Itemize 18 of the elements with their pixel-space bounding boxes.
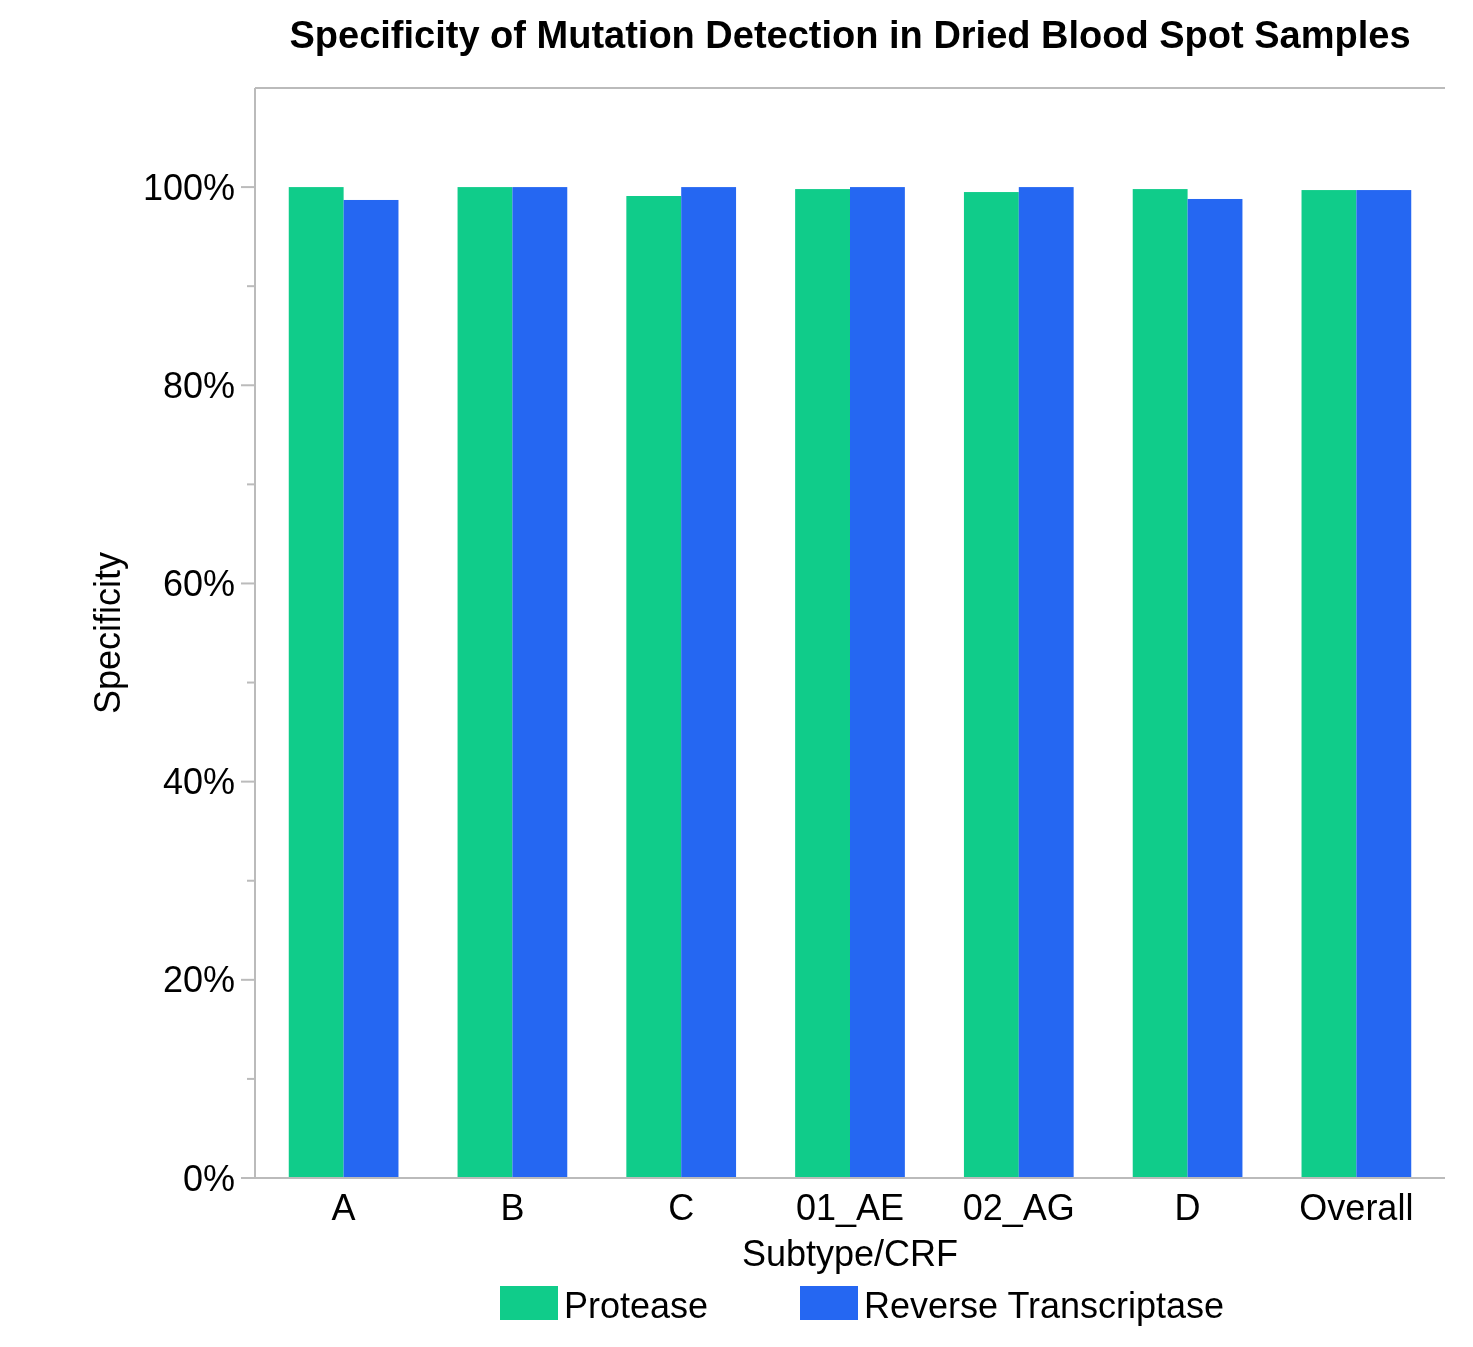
x-tick-label: A [331,1187,356,1228]
y-tick-label: 40% [162,761,235,803]
y-tick-label: 80% [162,364,235,406]
x-tick-label: 01_AE [795,1187,905,1228]
y-tick-label: 60% [162,563,235,605]
x-tick-label: 02_AG [962,1187,1075,1228]
x-tick-label: D [1174,1187,1201,1228]
y-tick-label: 100% [142,166,235,208]
legend-label: Protease [564,1285,709,1326]
x-tick-label: Overall [1299,1187,1414,1228]
y-tick-label: 20% [162,959,235,1001]
y-axis-title: Specificity [87,551,128,715]
x-tick-label: B [500,1187,525,1228]
x-axis-title: Subtype/CRF [741,1233,959,1274]
legend-label: Reverse Transcriptase [864,1285,1225,1326]
y-tick-label: 0% [182,1157,235,1199]
x-tick-label: C [668,1187,695,1228]
chart-title: Specificity of Mutation Detection in Dried Blood Spot Samples [289,14,1411,56]
